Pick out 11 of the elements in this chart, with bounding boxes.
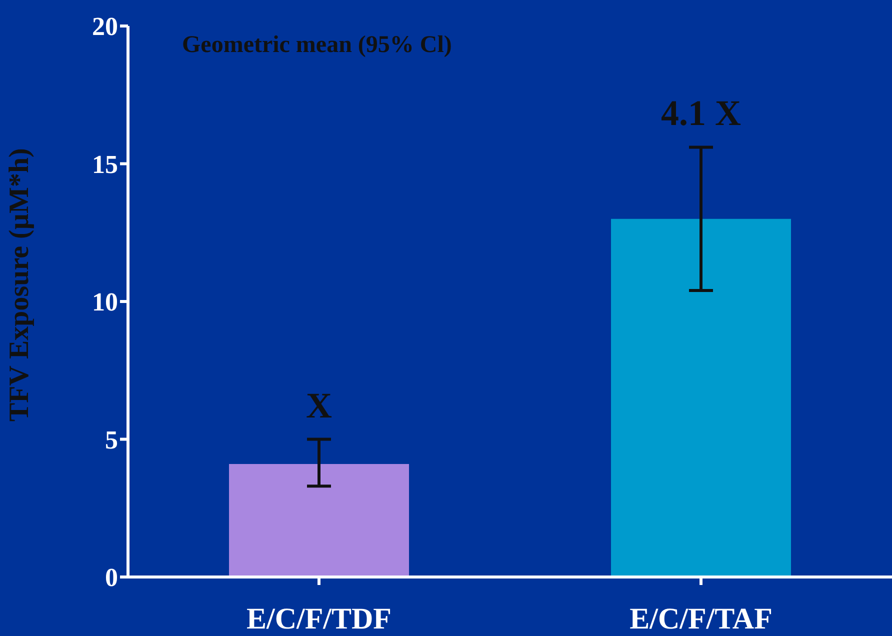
y-tick-label: 20 [92, 12, 118, 42]
y-tick-label: 5 [105, 425, 118, 454]
y-tick-label: 15 [92, 150, 118, 179]
x-tick-label: E/C/F/TDF [246, 602, 392, 636]
x-tick-label: E/C/F/TAF [630, 602, 772, 636]
y-tick-label: 0 [105, 563, 118, 592]
annotation: 4.1 X [661, 93, 741, 134]
y-axis-title: TFV Exposure (µM*h) [4, 148, 35, 422]
annotation: X [306, 385, 332, 426]
annotation: Geometric mean (95% Cl) [182, 32, 452, 58]
y-tick-label: 10 [92, 288, 118, 317]
